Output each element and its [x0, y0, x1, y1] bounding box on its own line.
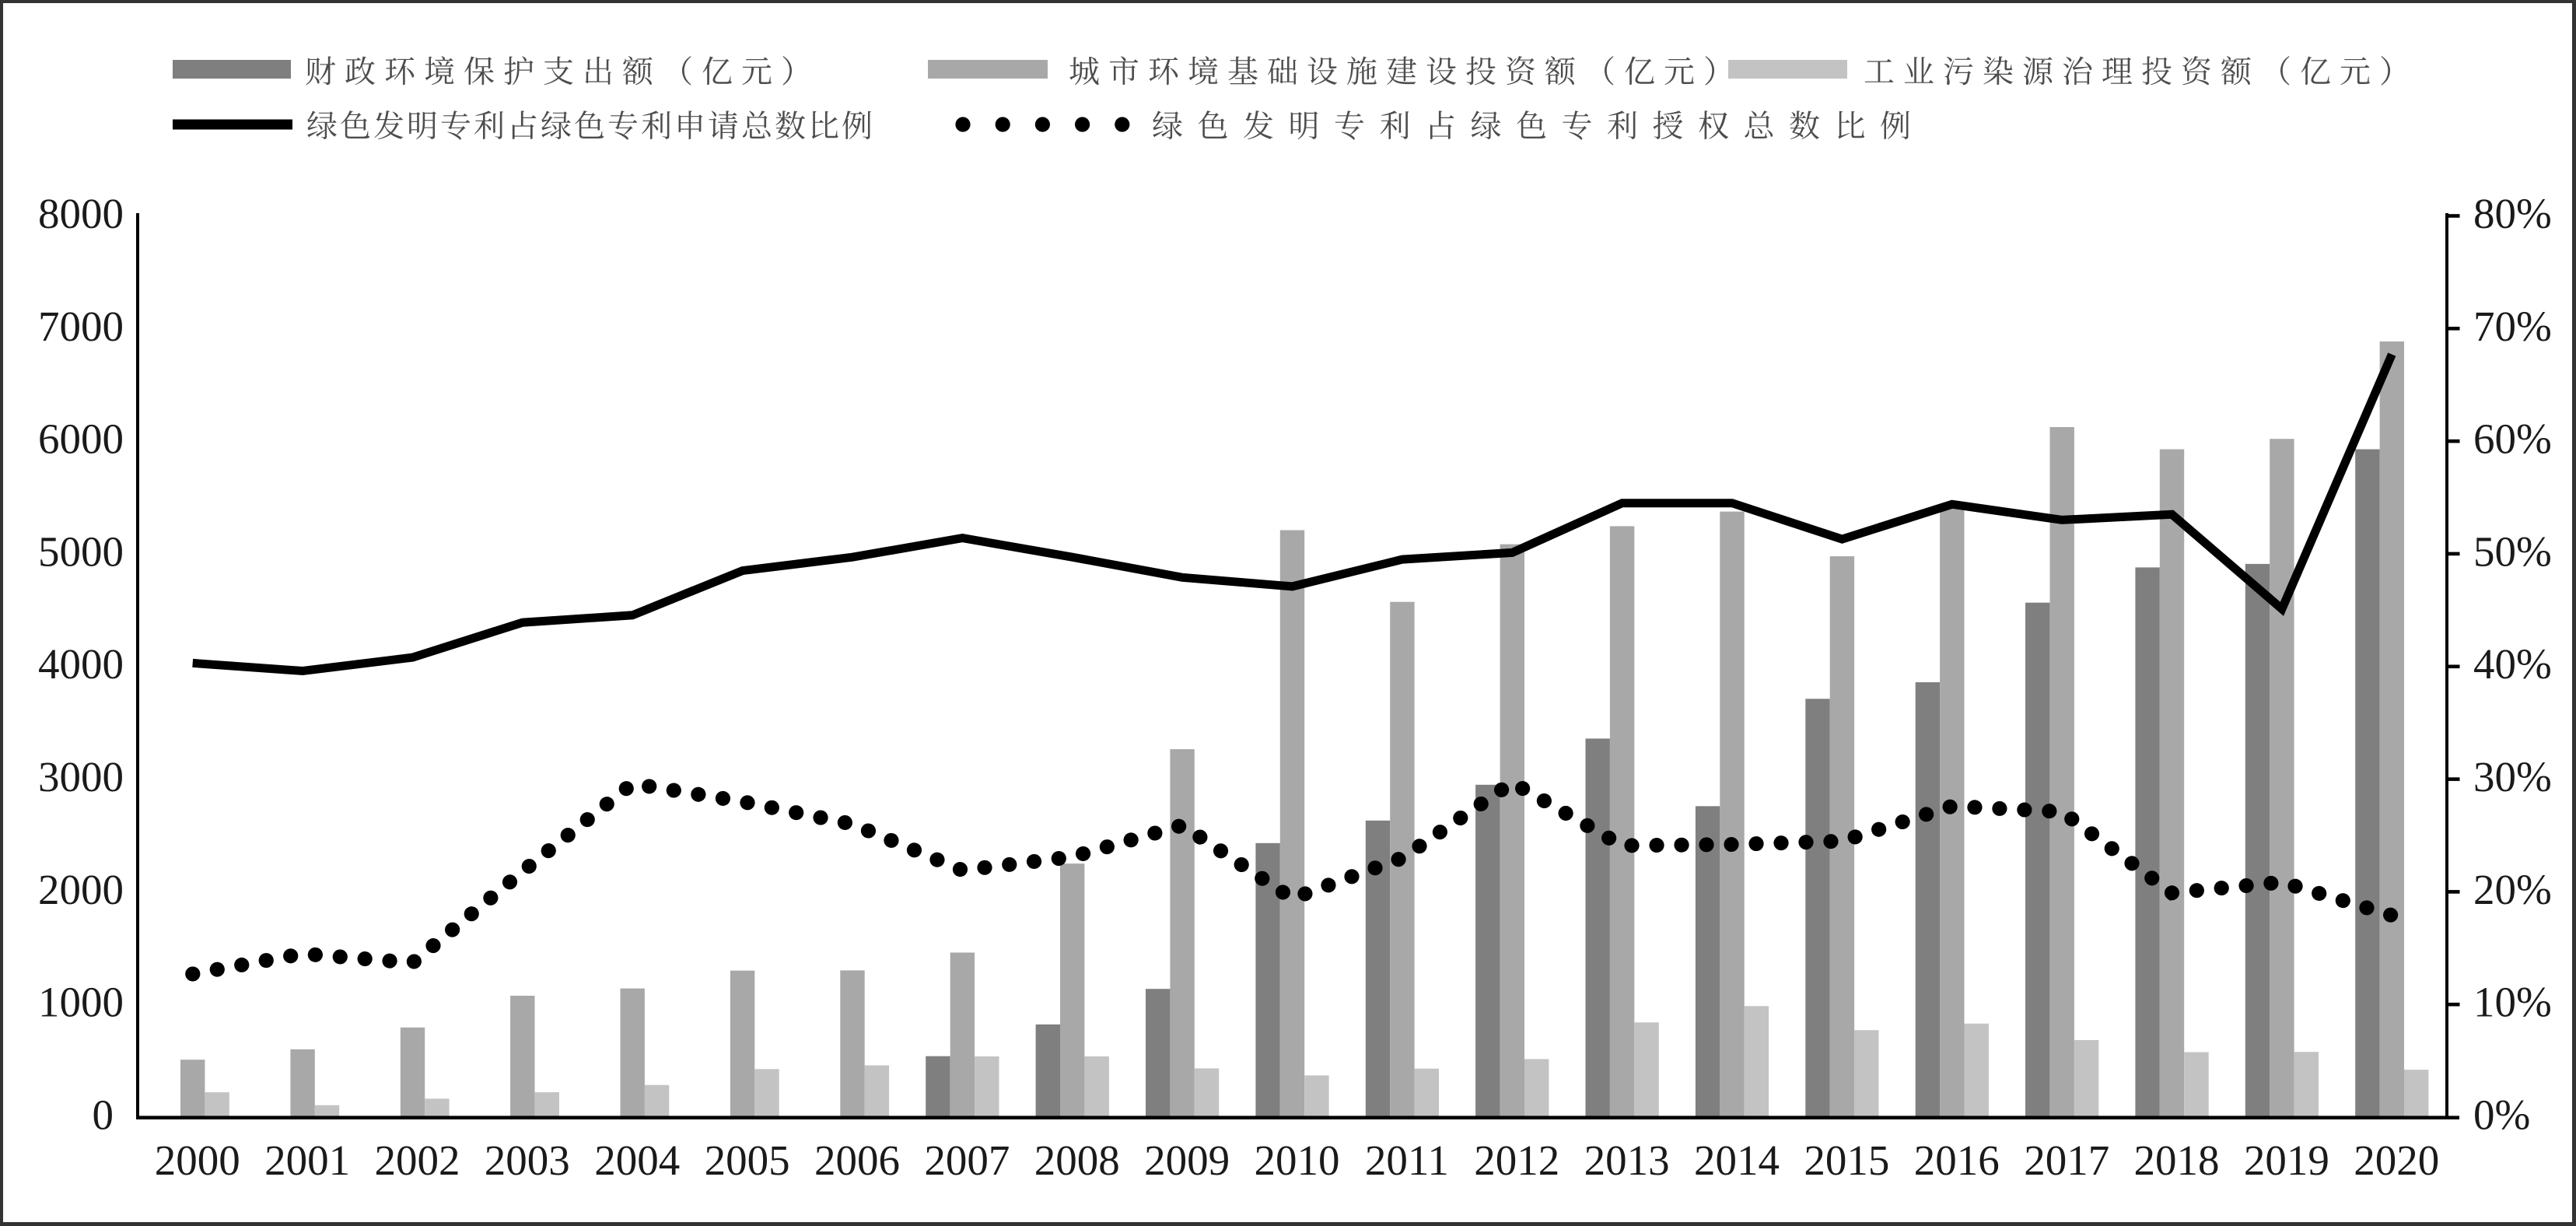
svg-text:2017: 2017 [2024, 1137, 2109, 1184]
svg-text:2018: 2018 [2134, 1137, 2220, 1184]
svg-text:2014: 2014 [1694, 1137, 1780, 1184]
svg-text:2005: 2005 [705, 1137, 790, 1184]
svg-text:60%: 60% [2473, 415, 2552, 463]
svg-text:1000: 1000 [38, 979, 124, 1026]
svg-text:2000: 2000 [155, 1137, 240, 1184]
svg-text:2020: 2020 [2354, 1137, 2439, 1184]
svg-text:30%: 30% [2473, 753, 2552, 800]
svg-text:0: 0 [93, 1091, 114, 1139]
svg-text:2008: 2008 [1034, 1137, 1120, 1184]
svg-text:50%: 50% [2473, 527, 2552, 575]
svg-text:10%: 10% [2473, 979, 2552, 1026]
svg-text:2007: 2007 [924, 1137, 1010, 1184]
svg-text:8000: 8000 [38, 190, 124, 237]
svg-text:3000: 3000 [38, 753, 124, 800]
svg-text:0%: 0% [2473, 1091, 2530, 1139]
svg-text:2010: 2010 [1255, 1137, 1340, 1184]
svg-text:2003: 2003 [485, 1137, 570, 1184]
svg-text:40%: 40% [2473, 640, 2552, 688]
svg-text:2006: 2006 [814, 1137, 900, 1184]
svg-text:2002: 2002 [375, 1137, 460, 1184]
svg-text:6000: 6000 [38, 415, 124, 463]
svg-text:7000: 7000 [38, 303, 124, 350]
svg-text:20%: 20% [2473, 866, 2552, 913]
svg-text:4000: 4000 [38, 640, 124, 688]
svg-text:2009: 2009 [1144, 1137, 1230, 1184]
svg-text:2001: 2001 [264, 1137, 350, 1184]
svg-text:2000: 2000 [38, 866, 124, 913]
svg-text:2013: 2013 [1584, 1137, 1670, 1184]
svg-text:80%: 80% [2473, 190, 2552, 237]
svg-text:2012: 2012 [1474, 1137, 1559, 1184]
svg-text:2016: 2016 [1914, 1137, 2000, 1184]
svg-text:2011: 2011 [1365, 1137, 1449, 1184]
svg-text:2019: 2019 [2244, 1137, 2329, 1184]
svg-text:2015: 2015 [1804, 1137, 1889, 1184]
svg-text:70%: 70% [2473, 303, 2552, 350]
svg-text:2004: 2004 [594, 1137, 680, 1184]
svg-text:5000: 5000 [38, 527, 124, 575]
